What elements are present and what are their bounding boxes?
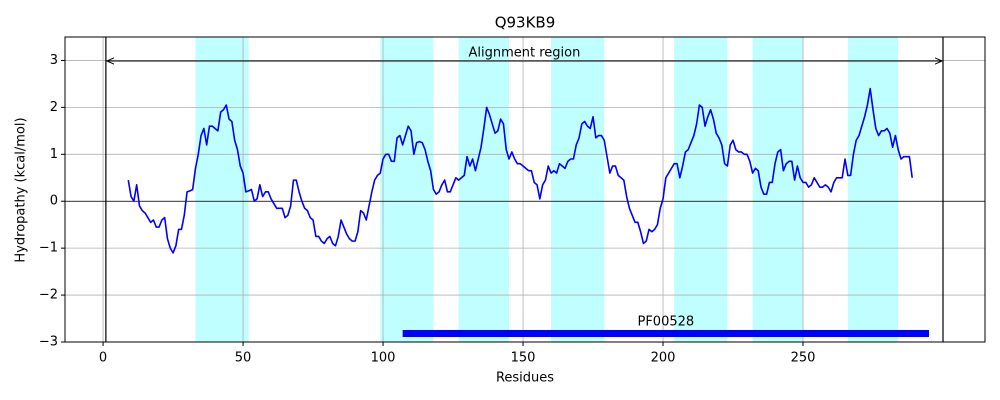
x-tick-label: 200 — [651, 351, 676, 366]
highlight-span — [380, 37, 434, 342]
y-tick-label: 0 — [50, 194, 58, 209]
y-axis-label: Hydropathy (kcal/mol) — [14, 117, 29, 262]
x-tick-label: 250 — [791, 351, 816, 366]
highlight-span — [551, 37, 605, 342]
y-tick-label: −2 — [39, 288, 58, 303]
y-tick-label: 1 — [50, 147, 58, 162]
y-tick-label: −3 — [39, 335, 58, 350]
highlight-span — [674, 37, 728, 342]
hydropathy-line — [127, 87, 914, 254]
highlight-span — [752, 37, 804, 342]
domain-label: PF00528 — [637, 315, 694, 330]
x-tick-label: 150 — [511, 351, 536, 366]
alignment-label: Alignment region — [469, 46, 581, 61]
plot-area: 0 50 100 150 200 250 −3 −2 −1 0 1 2 3 Alignment regio… — [39, 36, 986, 366]
highlight-span — [195, 37, 249, 342]
x-tick-label: 100 — [371, 351, 396, 366]
y-tick-label: 2 — [50, 100, 58, 115]
domain-bar — [402, 330, 930, 337]
plot-frame — [64, 36, 986, 343]
x-axis-label: Residues — [496, 371, 554, 386]
x-tick-label: 50 — [235, 351, 252, 366]
highlight-span — [847, 37, 899, 342]
y-tick-label: −1 — [39, 241, 58, 256]
highlight-span — [458, 37, 510, 342]
y-tick-label: 3 — [50, 53, 58, 68]
x-tick-label: 0 — [99, 351, 107, 366]
chart-title: Q93KB9 — [495, 14, 556, 32]
